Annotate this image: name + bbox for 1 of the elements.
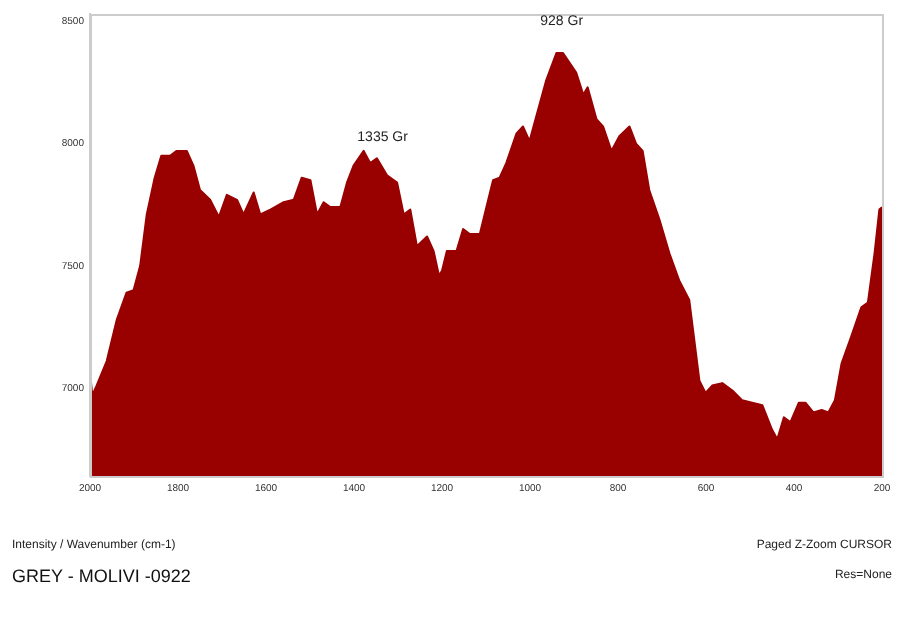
- text: GREY - MOLIVI -0922: [12, 566, 191, 586]
